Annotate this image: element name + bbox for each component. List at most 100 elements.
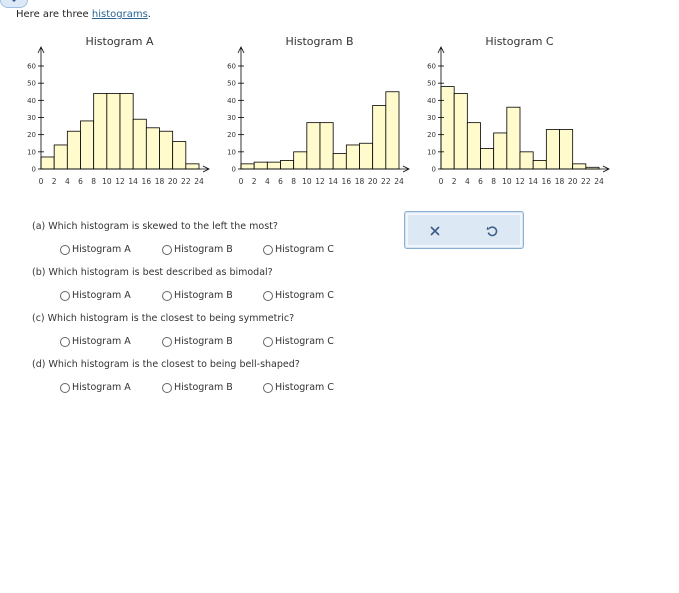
option-histogram-c[interactable]: Histogram C	[263, 382, 334, 393]
histogram-bar	[319, 122, 334, 170]
option-label: Histogram B	[174, 290, 233, 301]
x-axis-arrow	[202, 165, 210, 173]
histogram-bar	[93, 93, 108, 170]
y-tick-label: 60	[227, 63, 236, 71]
histogram-bar	[559, 129, 574, 170]
clear-button[interactable]	[425, 221, 445, 241]
y-tick-label: 10	[227, 148, 236, 156]
intro-suffix: .	[147, 9, 151, 20]
x-tick-label: 2	[452, 177, 457, 186]
x-tick-label: 12	[315, 177, 325, 186]
radio-button[interactable]	[162, 290, 172, 301]
radio-button[interactable]	[263, 290, 273, 301]
histogram-bar	[545, 129, 560, 170]
question-text: (b) Which histogram is best described as…	[32, 267, 273, 278]
answer-action-panel	[404, 211, 524, 249]
option-label: Histogram B	[174, 244, 233, 255]
option-histogram-a[interactable]: Histogram A	[60, 336, 131, 347]
y-tick-label: 50	[27, 80, 36, 88]
y-tick-label: 60	[427, 63, 436, 71]
y-tick-label: 60	[27, 63, 36, 71]
histogram-bar	[66, 130, 81, 170]
x-tick-label: 6	[278, 177, 283, 186]
histogram-bar	[159, 130, 174, 170]
option-histogram-c[interactable]: Histogram C	[263, 290, 334, 301]
x-tick-label: 18	[555, 177, 565, 186]
x-tick-label: 8	[491, 177, 496, 186]
x-tick-label: 14	[528, 177, 538, 186]
radio-button[interactable]	[60, 244, 70, 255]
option-histogram-c[interactable]: Histogram C	[263, 244, 334, 255]
x-tick-label: 4	[265, 177, 270, 186]
question-text: (a) Which histogram is skewed to the lef…	[32, 221, 278, 232]
histogram-a: Histogram A 0 10 20 30 40 50 60 0 2 4 6 8 10 12 14 16 18…	[22, 35, 217, 195]
collapse-tab[interactable]	[0, 0, 28, 8]
y-tick-label: 50	[227, 80, 236, 88]
histogram-bar	[240, 163, 255, 170]
reset-button[interactable]	[482, 221, 502, 241]
radio-button[interactable]	[162, 336, 172, 347]
x-tick-label: 18	[155, 177, 165, 186]
histogram-bar	[493, 132, 508, 170]
y-axis-arrow	[37, 46, 45, 54]
radio-button[interactable]	[162, 244, 172, 255]
histogram-title: Histogram A	[85, 35, 154, 48]
option-histogram-b[interactable]: Histogram B	[162, 290, 233, 301]
y-tick-label: 40	[227, 97, 236, 105]
radio-button[interactable]	[263, 244, 273, 255]
option-histogram-a[interactable]: Histogram A	[60, 244, 131, 255]
radio-button[interactable]	[60, 290, 70, 301]
histogram-bar	[345, 144, 360, 170]
x-tick-label: 4	[465, 177, 470, 186]
y-tick-label: 0	[32, 166, 36, 174]
option-label: Histogram C	[275, 290, 334, 301]
option-label: Histogram C	[275, 336, 334, 347]
x-tick-label: 12	[115, 177, 125, 186]
y-tick-label: 50	[427, 80, 436, 88]
radio-button[interactable]	[263, 336, 273, 347]
y-axis-arrow	[237, 46, 245, 54]
histograms-link[interactable]: histograms	[91, 9, 148, 20]
y-tick-label: 10	[427, 148, 436, 156]
radio-button[interactable]	[263, 382, 273, 393]
action-panel-inner	[408, 215, 520, 245]
option-label: Histogram A	[72, 290, 131, 301]
option-histogram-c[interactable]: Histogram C	[263, 336, 334, 347]
x-tick-label: 24	[594, 177, 604, 186]
x-tick-label: 22	[181, 177, 191, 186]
y-tick-label: 20	[27, 131, 36, 139]
x-tick-label: 0	[239, 177, 244, 186]
option-histogram-b[interactable]: Histogram B	[162, 244, 233, 255]
y-axis-arrow	[437, 46, 445, 54]
y-tick-label: 20	[427, 131, 436, 139]
option-histogram-a[interactable]: Histogram A	[60, 382, 131, 393]
x-tick-label: 0	[439, 177, 444, 186]
y-tick-label: 10	[27, 148, 36, 156]
histogram-bar	[372, 105, 387, 170]
option-label: Histogram A	[72, 336, 131, 347]
x-tick-label: 16	[342, 177, 352, 186]
radio-button[interactable]	[60, 382, 70, 393]
x-tick-label: 20	[168, 177, 178, 186]
x-tick-label: 2	[52, 177, 57, 186]
x-tick-label: 22	[581, 177, 591, 186]
histogram-bar	[359, 142, 374, 170]
radio-button[interactable]	[60, 336, 70, 347]
option-histogram-b[interactable]: Histogram B	[162, 336, 233, 347]
x-tick-label: 4	[65, 177, 70, 186]
histogram-bar	[506, 106, 521, 170]
radio-button[interactable]	[162, 382, 172, 393]
x-tick-label: 2	[252, 177, 257, 186]
histogram-bar	[440, 86, 455, 170]
question-text: (d) Which histogram is the closest to be…	[32, 359, 300, 370]
option-histogram-b[interactable]: Histogram B	[162, 382, 233, 393]
x-tick-label: 12	[515, 177, 525, 186]
y-tick-label: 30	[27, 114, 36, 122]
histogram-bar	[519, 151, 534, 170]
x-tick-label: 10	[502, 177, 512, 186]
x-tick-label: 20	[368, 177, 378, 186]
y-tick-label: 30	[427, 114, 436, 122]
y-tick-label: 0	[232, 166, 236, 174]
option-histogram-a[interactable]: Histogram A	[60, 290, 131, 301]
